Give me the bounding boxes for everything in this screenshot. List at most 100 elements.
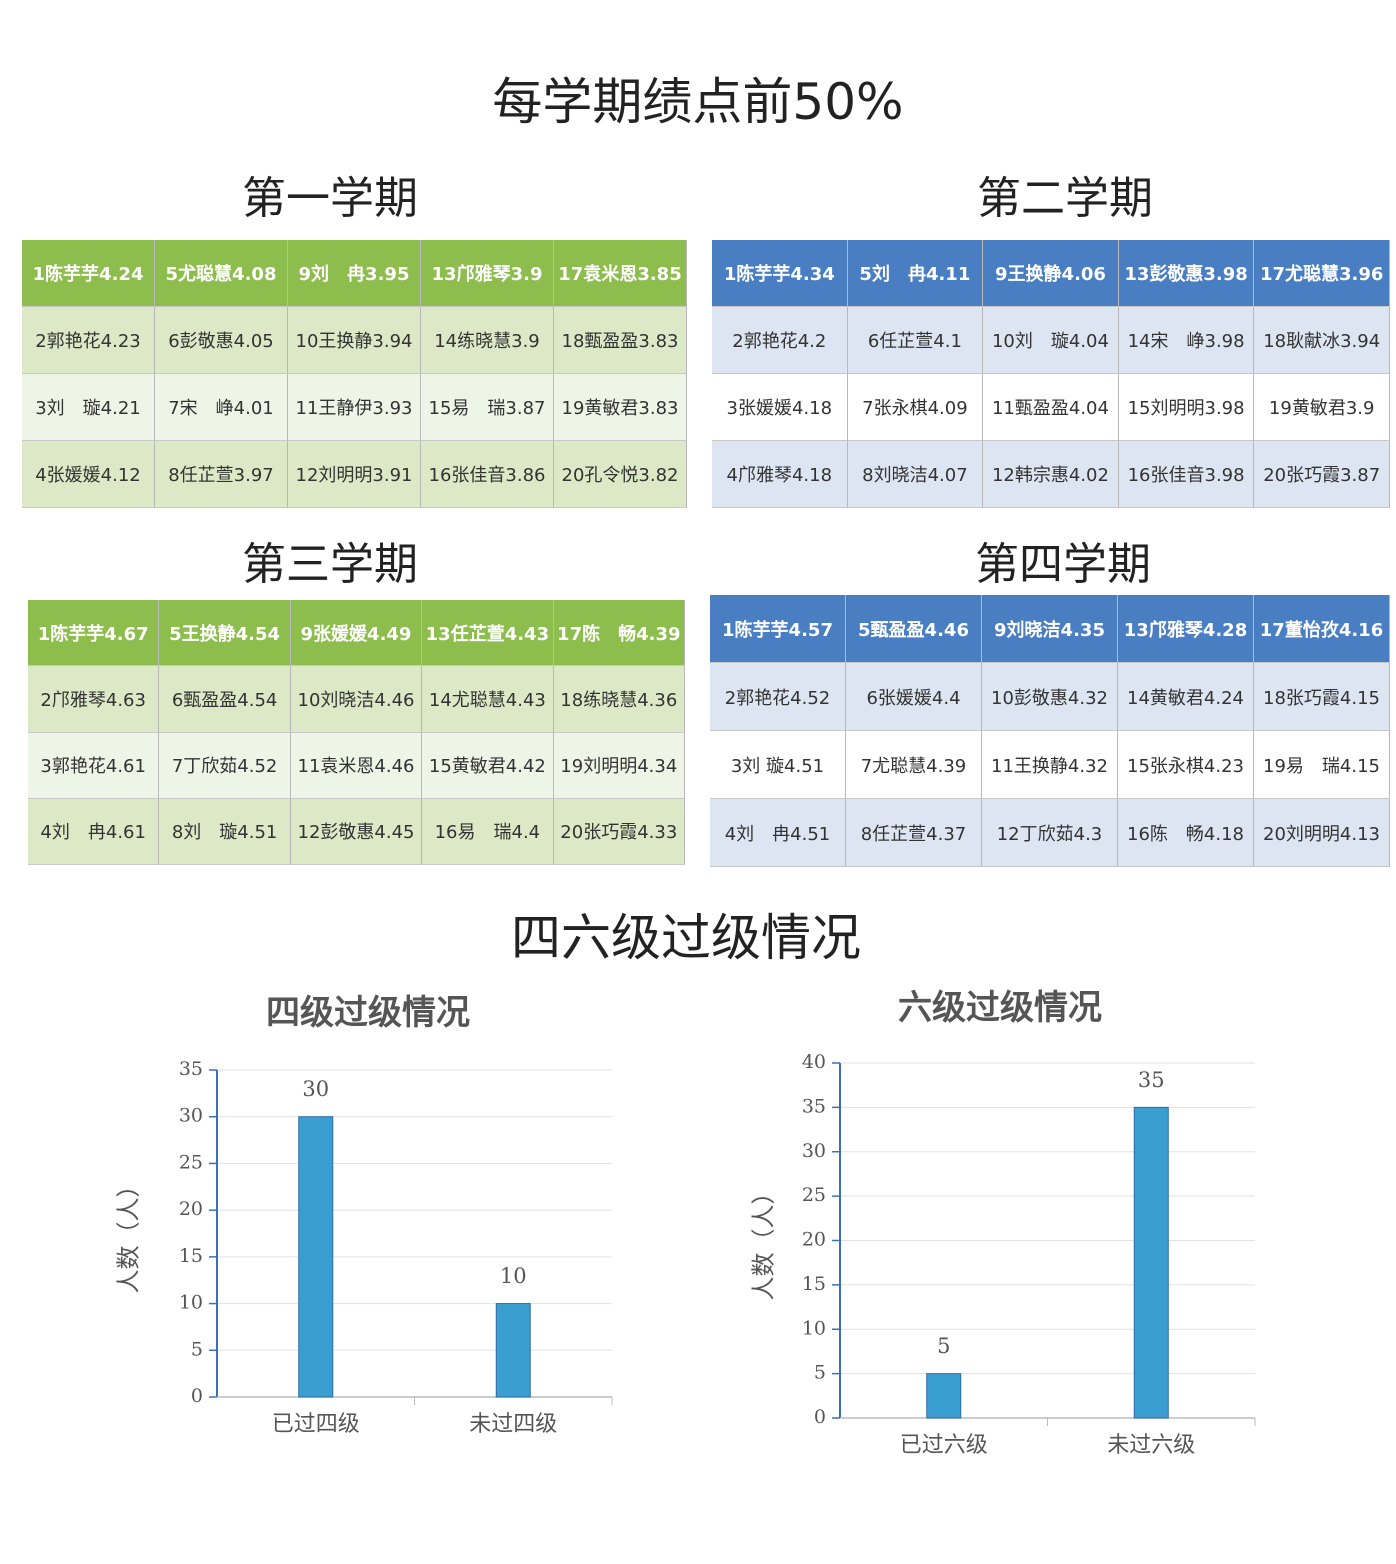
- table-cell: 3郭艳花4.61: [28, 732, 160, 799]
- y-tick-label: 0: [814, 1406, 826, 1428]
- header-cell: 17尤聪慧3.96: [1254, 240, 1390, 307]
- table-cell: 14尤聪慧4.43: [422, 666, 554, 733]
- table-cell: 6甄盈盈4.54: [159, 666, 291, 733]
- table-cell: 19易 瑞4.15: [1254, 731, 1390, 799]
- header-cell: 17董怡孜4.16: [1254, 595, 1390, 663]
- y-tick-label: 20: [802, 1229, 826, 1251]
- y-tick-label: 35: [179, 1058, 203, 1080]
- table-cell: 8任芷萱3.97: [155, 441, 288, 508]
- table-cell: 7尤聪慧4.39: [846, 731, 982, 799]
- table-cell: 2郭艳花4.52: [710, 663, 846, 731]
- table-cell: 6张媛媛4.4: [846, 663, 982, 731]
- x-tick-label: 已过四级: [272, 1412, 360, 1437]
- table-cell: 12丁欣茹4.3: [982, 799, 1118, 867]
- table-cell: 15张永棋4.23: [1118, 731, 1254, 799]
- table-cell: 15黄敏君4.42: [422, 732, 554, 799]
- table-cell: 11王换静4.32: [982, 731, 1118, 799]
- header-cell: 13彭敬惠3.98: [1118, 240, 1255, 307]
- page-title: 每学期绩点前50%: [492, 73, 904, 131]
- table-cell: 20孔令悦3.82: [554, 441, 687, 508]
- y-tick-label: 30: [802, 1140, 826, 1162]
- table-cell: 3张媛媛4.18: [712, 374, 848, 441]
- table-cell: 18练晓慧4.36: [553, 666, 685, 733]
- table-cell: 7丁欣茹4.52: [159, 732, 291, 799]
- table-cell: 10王换静3.94: [288, 307, 421, 374]
- header-cell: 1陈芋芋4.67: [28, 600, 160, 667]
- table-cell: 16易 瑞4.4: [422, 798, 554, 865]
- y-tick-label: 25: [802, 1184, 826, 1206]
- table-cell: 20张巧霞4.33: [553, 798, 685, 865]
- header-cell: 1陈芋芋4.24: [22, 240, 155, 307]
- y-tick-label: 10: [802, 1317, 826, 1339]
- table-cell: 8刘 璇4.51: [159, 798, 291, 865]
- data-label: 5: [937, 1334, 950, 1358]
- table-cell: 20刘明明4.13: [1254, 799, 1390, 867]
- header-cell: 1陈芋芋4.34: [712, 240, 848, 307]
- header-cell: 13邝雅琴4.28: [1118, 595, 1254, 663]
- table-cell: 15刘明明3.98: [1118, 374, 1255, 441]
- table-cell: 7张永棋4.09: [847, 374, 984, 441]
- table-cell: 19黄敏君3.9: [1254, 374, 1390, 441]
- x-tick-label: 未过四级: [469, 1412, 557, 1437]
- header-cell: 5尤聪慧4.08: [155, 240, 288, 307]
- y-tick-label: 35: [802, 1095, 826, 1117]
- y-tick-label: 40: [802, 1051, 826, 1073]
- bar: [495, 1303, 531, 1398]
- table-cell: 6彭敬惠4.05: [155, 307, 288, 374]
- table-cell: 19黄敏君3.83: [554, 374, 687, 441]
- table-cell: 2邝雅琴4.63: [28, 666, 160, 733]
- table-cell: 14宋 峥3.98: [1118, 307, 1255, 374]
- section-title: 四六级过级情况: [511, 909, 861, 967]
- data-label: 10: [500, 1264, 527, 1288]
- header-cell: 1陈芋芋4.57: [710, 595, 846, 663]
- header-cell: 17袁米恩3.85: [554, 240, 687, 307]
- header-cell: 9王换静4.06: [983, 240, 1119, 307]
- table-cell: 3刘 璇4.21: [22, 374, 155, 441]
- bar: [298, 1116, 334, 1398]
- table-cell: 8刘晓洁4.07: [847, 441, 984, 508]
- table-cell: 18甄盈盈3.83: [554, 307, 687, 374]
- table-cell: 14练晓慧3.9: [421, 307, 554, 374]
- table-cell: 11王静伊3.93: [288, 374, 421, 441]
- table-title: 第一学期: [242, 173, 418, 224]
- y-tick-label: 25: [179, 1151, 203, 1173]
- data-label: 35: [1138, 1068, 1165, 1092]
- table-cell: 7宋 峥4.01: [155, 374, 288, 441]
- y-tick-label: 5: [814, 1362, 826, 1384]
- y-tick-label: 20: [179, 1198, 203, 1220]
- table-cell: 2郭艳花4.23: [22, 307, 155, 374]
- header-cell: 5甄盈盈4.46: [846, 595, 982, 663]
- table-cell: 12彭敬惠4.45: [290, 798, 423, 865]
- table-title: 第四学期: [975, 539, 1151, 590]
- table-cell: 18耿献冰3.94: [1254, 307, 1390, 374]
- data-label: 30: [302, 1077, 329, 1101]
- table-cell: 20张巧霞3.87: [1254, 441, 1390, 508]
- table-cell: 14黄敏君4.24: [1118, 663, 1254, 731]
- bar: [926, 1373, 962, 1419]
- table-cell: 4张媛媛4.12: [22, 441, 155, 508]
- y-axis-label: 人数（人）: [115, 1174, 143, 1294]
- y-tick-label: 30: [179, 1105, 203, 1127]
- y-axis-label: 人数（人）: [750, 1181, 778, 1301]
- y-tick-label: 5: [191, 1338, 203, 1360]
- y-tick-label: 10: [179, 1292, 203, 1314]
- table-cell: 4邝雅琴4.18: [712, 441, 848, 508]
- header-cell: 9刘晓洁4.35: [982, 595, 1118, 663]
- table-cell: 16张佳音3.98: [1118, 441, 1255, 508]
- header-cell: 13邝雅琴3.9: [421, 240, 554, 307]
- header-cell: 9刘 冉3.95: [288, 240, 421, 307]
- table-cell: 11袁米恩4.46: [290, 732, 423, 799]
- chart-title: 六级过级情况: [898, 988, 1102, 1028]
- table-cell: 12韩宗惠4.02: [983, 441, 1119, 508]
- bar: [1133, 1106, 1169, 1419]
- table-cell: 15易 瑞3.87: [421, 374, 554, 441]
- table-cell: 10刘 璇4.04: [983, 307, 1119, 374]
- y-tick-label: 15: [802, 1273, 826, 1295]
- table-cell: 3刘 璇4.51: [710, 731, 846, 799]
- table-cell: 18张巧霞4.15: [1254, 663, 1390, 731]
- table-cell: 4刘 冉4.61: [28, 798, 160, 865]
- table-cell: 11甄盈盈4.04: [983, 374, 1119, 441]
- table-cell: 8任芷萱4.37: [846, 799, 982, 867]
